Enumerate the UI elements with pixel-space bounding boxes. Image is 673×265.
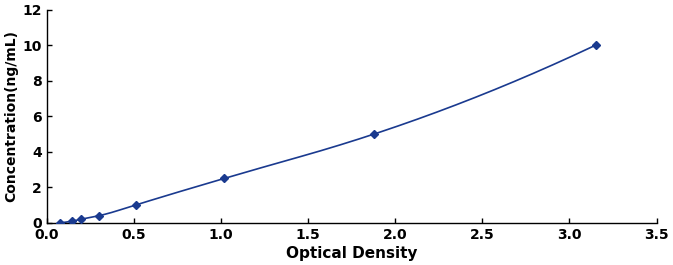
Y-axis label: Concentration(ng/mL): Concentration(ng/mL) [4, 30, 18, 202]
X-axis label: Optical Density: Optical Density [286, 246, 417, 261]
